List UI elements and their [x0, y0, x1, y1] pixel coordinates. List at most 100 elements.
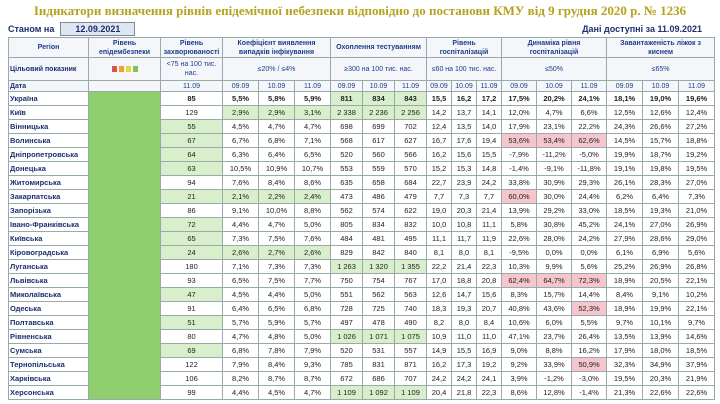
value: 19,2%: [678, 147, 716, 162]
date: 11.09: [394, 80, 427, 92]
value: 7,9%: [294, 343, 331, 358]
value: -9,5%: [501, 245, 538, 260]
value: 622: [394, 203, 427, 218]
value: 85: [160, 91, 223, 106]
value: 4,5%: [222, 119, 259, 134]
region: Миколаївська: [8, 287, 89, 302]
value: 16,2: [426, 147, 452, 162]
value: 805: [330, 217, 363, 232]
value: 14,2: [426, 105, 452, 120]
value: 829: [330, 245, 363, 260]
value: -1,4%: [571, 385, 608, 400]
region: Житомирська: [8, 175, 89, 190]
value: 5,9%: [258, 315, 295, 330]
value: 4,4%: [222, 217, 259, 232]
value: 18,5%: [606, 203, 644, 218]
value: 37,9%: [678, 357, 716, 372]
value: 13,5%: [606, 329, 644, 344]
value: 3,1%: [294, 105, 331, 120]
value: 617: [362, 133, 395, 148]
value: 19,9%: [606, 147, 644, 162]
value: 10,8: [451, 217, 477, 232]
value: 658: [362, 175, 395, 190]
column-header: Рівень епідембезпеки: [88, 37, 161, 58]
value: 15,5: [475, 147, 503, 162]
region: Луганська: [8, 259, 89, 274]
value: 69: [160, 343, 223, 358]
value: 30,9%: [536, 175, 573, 190]
value: 20,2%: [536, 91, 573, 106]
date-label: Дата: [8, 80, 89, 92]
value: 20,4: [426, 385, 452, 400]
value: 15,3: [451, 161, 477, 176]
date: 11.09: [160, 80, 223, 92]
value: 570: [394, 161, 427, 176]
value: 7,7: [426, 189, 452, 204]
value: 7,6%: [294, 231, 331, 246]
value: 4,4%: [222, 385, 259, 400]
value: 2,6%: [222, 245, 259, 260]
value: 551: [330, 287, 363, 302]
value: 20,3: [451, 203, 477, 218]
value: 15,6: [451, 147, 477, 162]
value: 1 075: [394, 329, 427, 344]
value: 21,8: [451, 385, 477, 400]
table-row: Донецька 63 10,5% 10,9% 10,7% 553 559 570 15,2 15…: [8, 161, 716, 176]
target: ≤65%: [606, 57, 716, 81]
value: 11,7: [451, 231, 477, 246]
value: 559: [362, 161, 395, 176]
value: 684: [394, 175, 427, 190]
value: 8,0: [451, 245, 477, 260]
value: 22,7: [426, 175, 452, 190]
value: 15,7%: [642, 133, 680, 148]
value: 767: [394, 273, 427, 288]
value: 15,6: [475, 287, 503, 302]
value: 17,3: [451, 357, 477, 372]
value: 10,3%: [501, 259, 538, 274]
value: 24,1: [475, 371, 503, 386]
value: 531: [362, 343, 395, 358]
target: ≤50%: [501, 57, 608, 81]
value: 5,7%: [294, 315, 331, 330]
value: 7,3%: [294, 259, 331, 274]
value: 6,4%: [642, 189, 680, 204]
value: 7,7%: [294, 273, 331, 288]
value: 8,4%: [258, 357, 295, 372]
value: 64: [160, 147, 223, 162]
value: 1 109: [330, 385, 363, 400]
value: 19,4: [475, 133, 503, 148]
value: 22,3: [475, 385, 503, 400]
value: 4,7%: [294, 119, 331, 134]
value: 2,7%: [258, 245, 295, 260]
value: 7,3: [451, 189, 477, 204]
value: 16,2: [451, 91, 477, 106]
value: 62,4%: [501, 273, 538, 288]
value: 702: [394, 119, 427, 134]
value: 6,5%: [258, 301, 295, 316]
value: 7,3%: [222, 231, 259, 246]
region: Харківська: [8, 371, 89, 386]
value: 26,4%: [571, 329, 608, 344]
value: 72,3%: [571, 273, 608, 288]
value: 21,9%: [678, 371, 716, 386]
value: 19,0%: [642, 91, 680, 106]
value: 22,6%: [501, 231, 538, 246]
value: 1 320: [362, 259, 395, 274]
value: 40,8%: [501, 301, 538, 316]
value: 14,1: [475, 105, 503, 120]
icon-square: [132, 65, 138, 72]
value: -1,4%: [501, 161, 538, 176]
value: 18,1%: [606, 91, 644, 106]
value: 2,2%: [258, 189, 295, 204]
target-label: Цільовий показник: [8, 57, 89, 81]
date: 10.09: [642, 80, 680, 92]
value: 13,9%: [642, 329, 680, 344]
value: 24,2: [475, 175, 503, 190]
value: 13,7: [451, 105, 477, 120]
region: Донецька: [8, 161, 89, 176]
value: 1 026: [330, 329, 363, 344]
value: 843: [394, 91, 427, 106]
value: -11,2%: [536, 147, 573, 162]
value: 5,6%: [678, 245, 716, 260]
